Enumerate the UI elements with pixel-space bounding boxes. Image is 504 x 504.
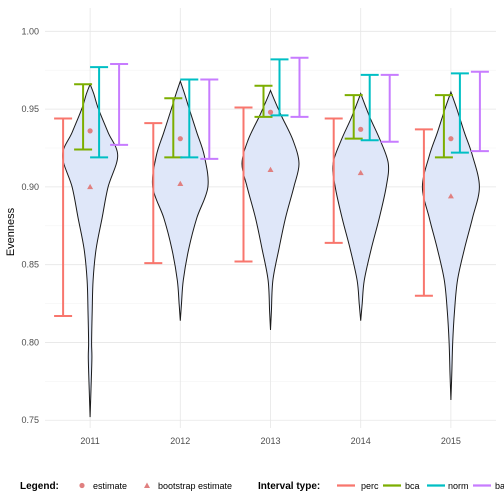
x-tick-label: 2014 — [351, 436, 371, 446]
violins — [61, 79, 480, 418]
interval-bca-2014 — [344, 94, 363, 140]
x-axis: 2011 2012 2013 2014 2015 — [80, 436, 460, 446]
legend-bootstrap-label: bootstrap estimate — [158, 481, 232, 491]
interval-norm-2013 — [270, 58, 289, 117]
y-tick-label: 0.85 — [21, 260, 39, 270]
interval-perc-2012 — [144, 122, 163, 265]
interval-basic-2015 — [470, 70, 489, 153]
y-tick-label: 1.00 — [21, 26, 39, 36]
violin-2012 — [151, 79, 209, 321]
violin-2015 — [421, 90, 480, 401]
interval-norm-2014 — [360, 73, 379, 142]
estimate-point-2012 — [177, 136, 183, 142]
interval-norm-2015 — [450, 72, 469, 154]
legend-estimate-marker — [79, 482, 85, 489]
bootstrap-point-2011 — [87, 183, 94, 190]
interval-basic-2011 — [110, 63, 129, 146]
bootstrap-point-2012 — [177, 180, 184, 186]
legend-norm-label: norm — [448, 481, 469, 491]
interval-perc-2011 — [54, 117, 73, 317]
interval-perc-2014 — [324, 117, 343, 244]
x-tick-label: 2012 — [170, 436, 190, 446]
bootstrap-point-2014 — [357, 169, 364, 176]
interval-perc-2015 — [414, 128, 433, 297]
x-tick-label: 2015 — [441, 436, 461, 446]
interval-bca-2012 — [164, 97, 183, 159]
legend-bootstrap-marker — [144, 482, 150, 488]
y-tick-label: 0.90 — [21, 182, 39, 192]
violin-2014 — [332, 92, 390, 321]
legend-bca-label: bca — [405, 481, 420, 491]
interval-bars — [54, 56, 489, 317]
interval-basic-2012 — [200, 78, 219, 160]
estimate-point-2015 — [448, 136, 454, 142]
violin-2011 — [61, 82, 119, 418]
legend-perc-label: perc — [361, 481, 379, 491]
interval-norm-2012 — [180, 78, 199, 159]
legend-interval-title: Interval type: — [258, 481, 320, 492]
legend: Legend: estimate bootstrap estimate Inte… — [20, 481, 504, 492]
y-tick-label: 0.95 — [21, 104, 39, 114]
interval-bca-2011 — [74, 83, 93, 151]
interval-bca-2013 — [254, 84, 273, 118]
estimate-point-2011 — [87, 128, 93, 134]
bootstrap-point-2015 — [447, 193, 454, 199]
estimate-point-2013 — [267, 109, 274, 115]
bootstrap-point-2013 — [267, 166, 274, 172]
estimate-point-2014 — [358, 126, 364, 132]
x-tick-label: 2011 — [80, 436, 99, 446]
y-axis: 0.75 0.80 0.85 0.90 0.95 1.00 — [21, 26, 39, 425]
legend-title: Legend: — [20, 481, 59, 492]
interval-basic-2013 — [290, 56, 309, 118]
interval-perc-2013 — [234, 106, 253, 263]
y-axis-title: Evenness — [5, 207, 17, 256]
y-tick-label: 0.80 — [21, 337, 39, 347]
legend-estimate-label: estimate — [93, 481, 127, 491]
y-tick-label: 0.75 — [21, 415, 39, 425]
violin-2013 — [241, 89, 300, 331]
estimate-points — [87, 109, 454, 199]
interval-basic-2014 — [380, 73, 399, 143]
interval-bca-2015 — [434, 94, 453, 159]
legend-basic-label: ba — [495, 481, 504, 491]
x-tick-label: 2013 — [260, 436, 280, 446]
interval-norm-2011 — [90, 66, 109, 159]
